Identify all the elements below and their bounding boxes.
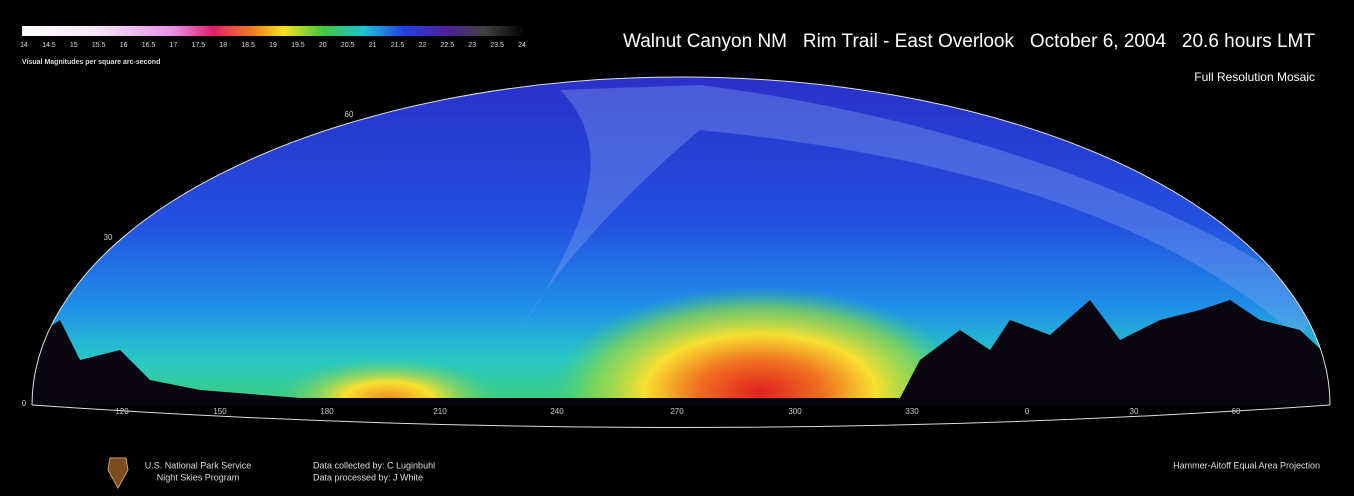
altitude-label: 0 [22, 399, 27, 408]
color-scale-tick: 19 [269, 42, 277, 49]
azimuth-label: 150 [213, 407, 227, 416]
azimuth-label: 240 [550, 407, 564, 416]
tree-silhouette [32, 300, 1330, 405]
color-scale-tick: 14 [20, 42, 28, 49]
color-scale-tick: 19.5 [291, 42, 305, 49]
subtitle: Full Resolution Mosaic [1194, 70, 1315, 84]
color-scale-caption: Visual Magnitudes per square arc-second [22, 59, 160, 66]
agency: U.S. National Park Service [145, 460, 252, 470]
azimuth-label: 300 [788, 407, 802, 416]
color-scale-tick: 17 [170, 42, 178, 49]
color-scale-tick: 23.5 [490, 42, 504, 49]
color-scale-tick: 20.5 [341, 42, 355, 49]
altitude-label: 60 [345, 110, 354, 119]
azimuth-label: 120 [115, 407, 129, 416]
color-scale-tick: 15.5 [92, 42, 106, 49]
color-scale-tick: 23 [468, 42, 476, 49]
light-dome [550, 287, 970, 405]
color-bar [22, 26, 525, 36]
color-scale-tick: 21 [369, 42, 377, 49]
dome-outline [31, 76, 1331, 406]
color-scale-labels: 14 14.5 15 15.5 16 16.5 17 17.5 18 18.5 19 19.5 20 20… [20, 42, 526, 49]
azimuth-label: 210 [433, 407, 447, 416]
projection: Hammer-Aitoff Equal Area Projection [1173, 460, 1320, 470]
color-scale-tick: 22.5 [440, 42, 454, 49]
agency: Night Skies Program [157, 472, 240, 482]
color-scale-tick: 16 [120, 42, 128, 49]
color-scale-tick: 21.5 [391, 42, 405, 49]
credit: Data collected by: C Luginbuhl [313, 460, 435, 470]
credit: Data processed by: J White [313, 472, 423, 482]
color-scale-tick: 22 [419, 42, 427, 49]
color-scale-tick: 14.5 [42, 42, 56, 49]
color-scale-tick: 17.5 [191, 42, 205, 49]
azimuth-label: 330 [905, 407, 919, 416]
color-scale-tick: 18 [219, 42, 227, 49]
azimuth-label: 30 [1130, 407, 1139, 416]
azimuth-label: 0 [1025, 407, 1030, 416]
azimuth-label: 180 [320, 407, 334, 416]
altitude-label: 30 [104, 233, 113, 242]
azimuth-label: 270 [670, 407, 684, 416]
title: Walnut Canyon NM Rim Trail - East Overlo… [623, 31, 1315, 52]
color-scale-tick: 24 [518, 42, 526, 49]
azimuth-label: 60 [1232, 407, 1241, 416]
nps-arrowhead [107, 457, 129, 490]
color-scale-tick: 15 [70, 42, 78, 49]
color-scale-tick: 16.5 [142, 42, 156, 49]
milky-way [520, 85, 1320, 340]
color-scale-tick: 18.5 [241, 42, 255, 49]
dome-base [31, 404, 1331, 428]
color-scale-tick: 20 [319, 42, 327, 49]
sky-dome [32, 77, 1330, 405]
